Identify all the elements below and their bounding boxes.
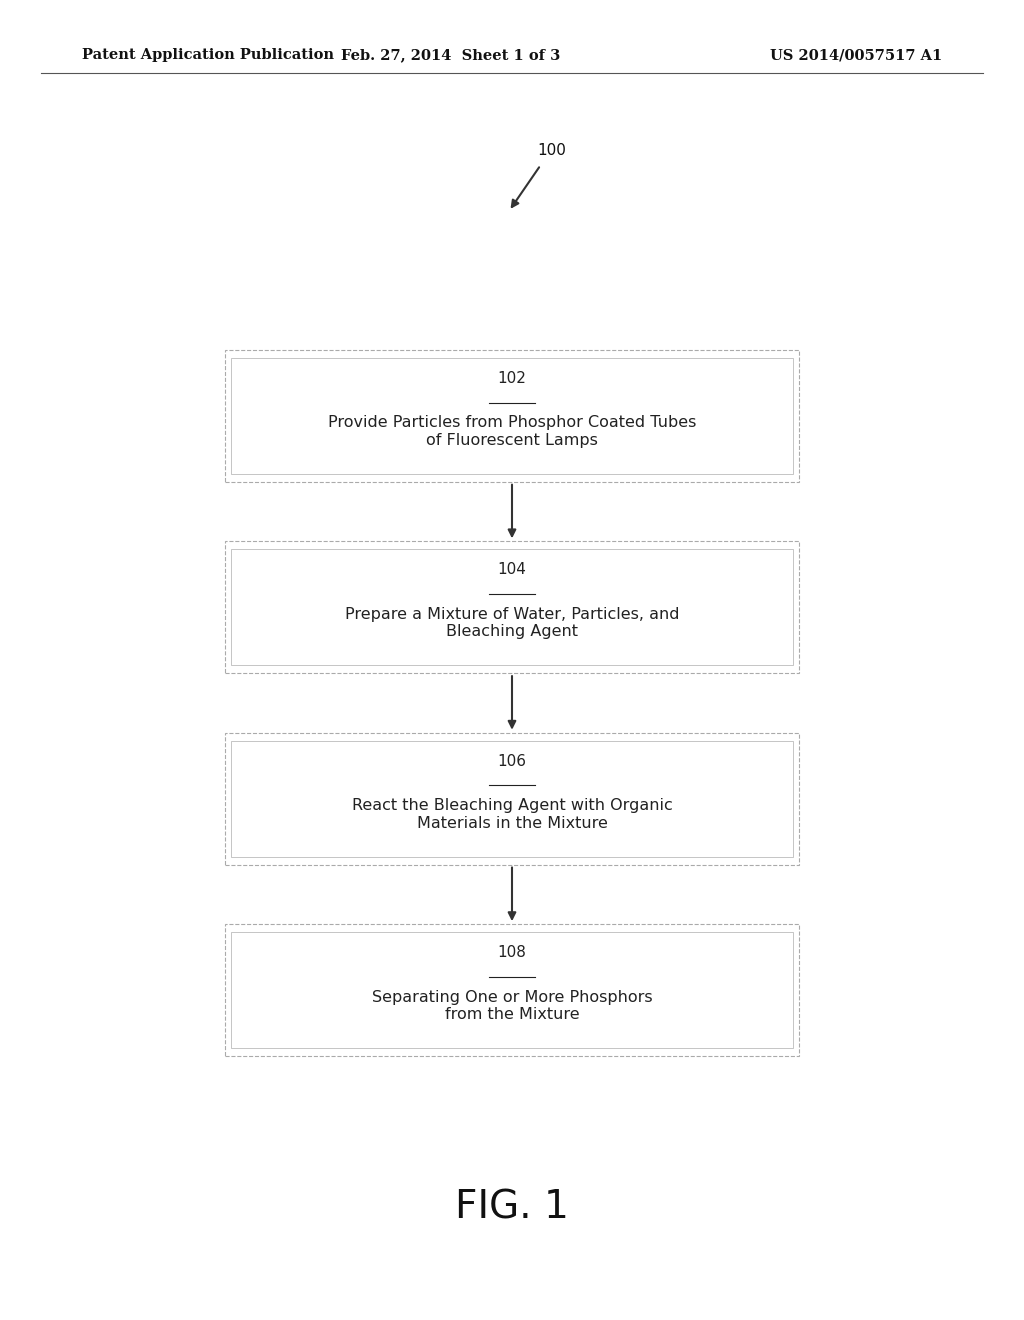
Bar <box>225 733 799 865</box>
Bar <box>225 350 799 482</box>
Bar <box>225 924 799 1056</box>
Bar <box>231 932 793 1048</box>
Text: Prepare a Mixture of Water, Particles, and
Bleaching Agent: Prepare a Mixture of Water, Particles, a… <box>345 607 679 639</box>
Text: Patent Application Publication: Patent Application Publication <box>82 49 334 62</box>
Text: 108: 108 <box>498 945 526 960</box>
Text: Separating One or More Phosphors
from the Mixture: Separating One or More Phosphors from th… <box>372 990 652 1022</box>
Bar <box>231 549 793 665</box>
Text: Feb. 27, 2014  Sheet 1 of 3: Feb. 27, 2014 Sheet 1 of 3 <box>341 49 560 62</box>
Bar <box>225 541 799 673</box>
Text: 100: 100 <box>538 144 566 158</box>
Text: 102: 102 <box>498 371 526 385</box>
Text: React the Bleaching Agent with Organic
Materials in the Mixture: React the Bleaching Agent with Organic M… <box>351 799 673 830</box>
Text: FIG. 1: FIG. 1 <box>455 1189 569 1226</box>
Bar <box>231 741 793 857</box>
Text: US 2014/0057517 A1: US 2014/0057517 A1 <box>770 49 942 62</box>
Text: 106: 106 <box>498 754 526 768</box>
Text: 104: 104 <box>498 562 526 577</box>
Bar <box>231 358 793 474</box>
Text: Provide Particles from Phosphor Coated Tubes
of Fluorescent Lamps: Provide Particles from Phosphor Coated T… <box>328 416 696 447</box>
